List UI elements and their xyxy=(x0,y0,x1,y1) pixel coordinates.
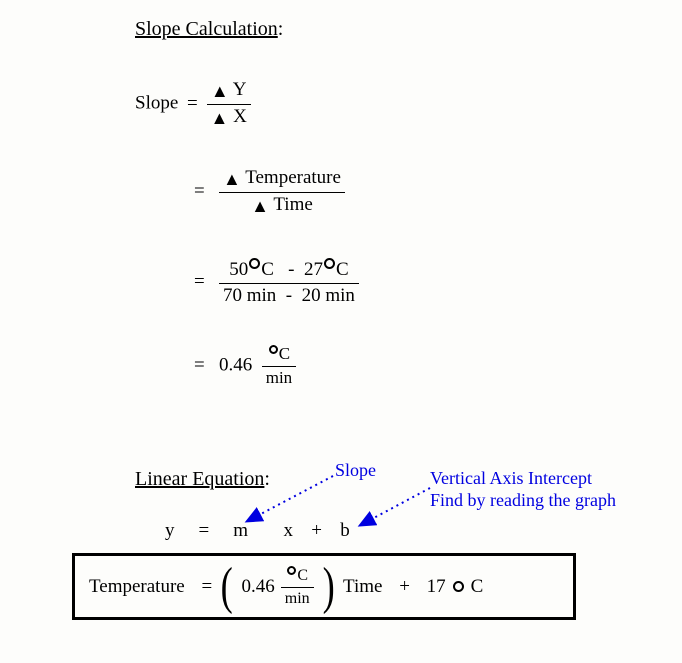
slope-result: 0.46 xyxy=(219,355,252,376)
annotation-intercept: Vertical Axis Intercept Find by reading … xyxy=(430,468,616,511)
plus: + xyxy=(399,576,410,598)
equals: = xyxy=(194,271,205,292)
time-high: 70 min xyxy=(223,285,276,306)
temp-high: 50 xyxy=(229,259,248,280)
page: Slope Calculation: Slope = ▲ Y ▲ X = ▲ T… xyxy=(0,0,682,663)
fraction-dtemp-dtime: ▲ Temperature ▲ Time xyxy=(219,168,345,217)
heading-text: Slope Calculation xyxy=(135,18,278,40)
temp-low: 27 xyxy=(304,259,323,280)
slope-result: 0.46 xyxy=(242,576,275,598)
Y: Y xyxy=(233,79,247,100)
slope-eq4: = 0.46 C min xyxy=(194,345,296,387)
time-label: Time xyxy=(343,576,382,598)
arrow-intercept xyxy=(360,484,450,529)
degree-icon xyxy=(324,258,335,269)
boxed-equation: Temperature = ( 0.46 C min ) Time + 17C xyxy=(72,553,576,620)
minus: - xyxy=(286,285,292,306)
temperature-label: Temperature xyxy=(245,167,341,188)
boxed-row: Temperature = ( 0.46 C min ) Time + 17C xyxy=(89,566,559,607)
b: b xyxy=(340,520,351,541)
equals: = xyxy=(194,355,205,376)
delta-icon: ▲ xyxy=(211,82,229,102)
x: x xyxy=(284,520,295,541)
degree-icon xyxy=(287,566,296,575)
m: m xyxy=(233,520,249,541)
annotation-line1: Vertical Axis Intercept xyxy=(430,468,616,490)
delta-icon: ▲ xyxy=(223,170,241,190)
C: C xyxy=(471,576,484,598)
temperature-label: Temperature xyxy=(89,576,185,598)
slope-label: Slope xyxy=(135,93,178,114)
time-label: Time xyxy=(273,194,312,215)
y: y xyxy=(165,520,176,541)
fraction-dy-dx: ▲ Y ▲ X xyxy=(207,80,251,129)
degree-icon xyxy=(453,581,464,592)
slope-eq2: = ▲ Temperature ▲ Time xyxy=(194,168,345,217)
equals: = xyxy=(194,181,205,202)
C: C xyxy=(261,259,274,280)
arrow-slope xyxy=(245,470,355,525)
fraction-unit: C min xyxy=(262,345,296,387)
degree-icon xyxy=(249,258,260,269)
equals: = xyxy=(199,520,211,541)
intercept-value: 17 xyxy=(427,576,446,598)
fraction-unit-box: C min xyxy=(281,566,314,607)
equals: = xyxy=(201,576,212,598)
heading-slope-calc: Slope Calculation: xyxy=(135,18,283,41)
equals: = xyxy=(187,93,198,114)
slope-eq3: = 50 C - 27 C 70 min - 20 min xyxy=(194,258,359,307)
X: X xyxy=(233,106,247,127)
delta-icon: ▲ xyxy=(251,197,269,217)
C: C xyxy=(336,259,349,280)
minus: - xyxy=(288,259,294,280)
time-low: 20 min xyxy=(302,285,355,306)
C: C xyxy=(279,344,290,363)
linear-general: y = m x + b xyxy=(165,520,351,542)
degree-icon xyxy=(269,345,278,354)
annotation-line2: Find by reading the graph xyxy=(430,490,616,512)
fraction-values: 50 C - 27 C 70 min - 20 min xyxy=(219,258,359,307)
min-label: min xyxy=(266,368,292,387)
min-label: min xyxy=(285,590,310,607)
slope-eq1: Slope = ▲ Y ▲ X xyxy=(135,80,251,129)
delta-icon: ▲ xyxy=(211,109,229,129)
plus: + xyxy=(311,520,323,541)
C: C xyxy=(297,567,308,584)
